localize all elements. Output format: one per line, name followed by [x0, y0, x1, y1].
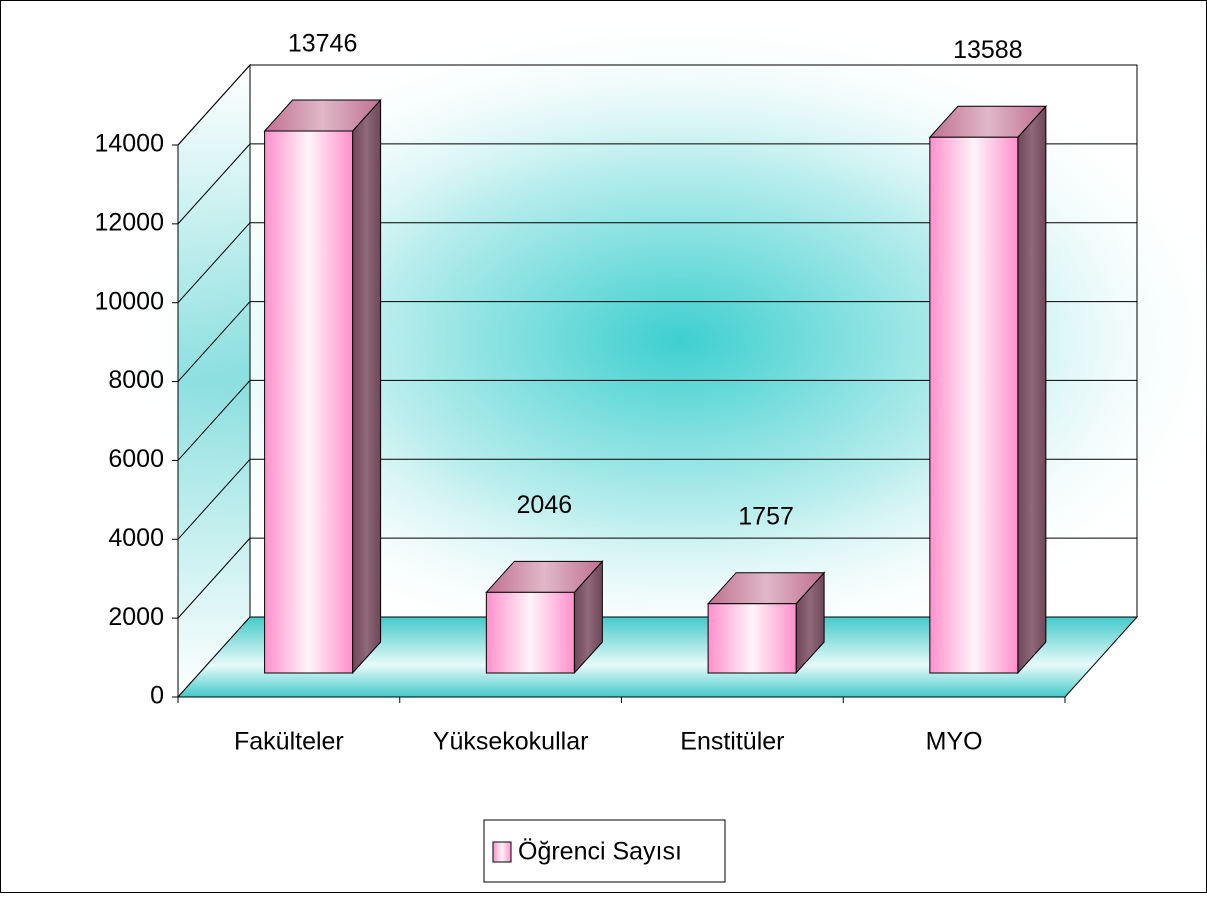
y-tick-label: 4000 — [108, 524, 164, 552]
grid-line — [177, 380, 251, 461]
x-tick-label: MYO — [926, 728, 983, 756]
data-label: 1757 — [738, 502, 794, 530]
grid-line — [177, 222, 251, 304]
bar-side — [352, 98, 382, 675]
data-label: 13746 — [288, 30, 358, 58]
y-tick-label: 0 — [150, 682, 164, 710]
data-label: 13588 — [953, 36, 1023, 64]
bar — [264, 130, 354, 674]
bar — [485, 591, 575, 674]
x-tick-label: Yüksekokullar — [433, 728, 589, 756]
y-tick-label: 6000 — [108, 445, 164, 473]
grid-line — [177, 537, 251, 619]
bar — [929, 136, 1019, 674]
grid-line — [177, 301, 251, 382]
legend-label: Öğrenci Sayısı — [518, 838, 682, 866]
legend — [483, 819, 726, 883]
data-label: 2046 — [517, 491, 573, 519]
y-tick-label: 10000 — [94, 287, 164, 315]
y-tick-label: 14000 — [94, 130, 164, 158]
grid-line — [177, 458, 251, 540]
y-tick-label: 8000 — [108, 366, 164, 394]
side-wall — [177, 63, 251, 699]
legend-swatch — [492, 841, 512, 863]
x-tick-label: Enstitüler — [680, 728, 784, 756]
grid-line — [177, 143, 251, 225]
y-tick-label: 2000 — [108, 603, 164, 631]
grid-line — [177, 64, 251, 146]
bar-side — [1017, 104, 1047, 675]
y-tick-label: 12000 — [94, 208, 164, 236]
x-tick-label: Fakülteler — [234, 728, 344, 756]
bar — [707, 603, 797, 674]
